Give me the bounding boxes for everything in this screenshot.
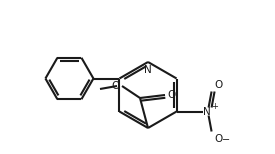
Text: +: +: [211, 102, 218, 111]
Text: N: N: [144, 65, 152, 75]
Text: O: O: [214, 134, 223, 144]
Text: N: N: [203, 107, 210, 116]
Text: O: O: [214, 79, 223, 89]
Text: O: O: [167, 90, 175, 100]
Text: −: −: [222, 136, 230, 146]
Text: O: O: [112, 81, 120, 91]
